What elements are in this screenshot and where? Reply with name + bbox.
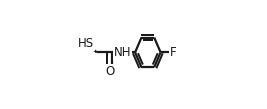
Text: O: O xyxy=(105,65,114,78)
Text: HS: HS xyxy=(78,37,94,50)
Text: NH: NH xyxy=(113,46,131,59)
Text: F: F xyxy=(170,46,177,59)
